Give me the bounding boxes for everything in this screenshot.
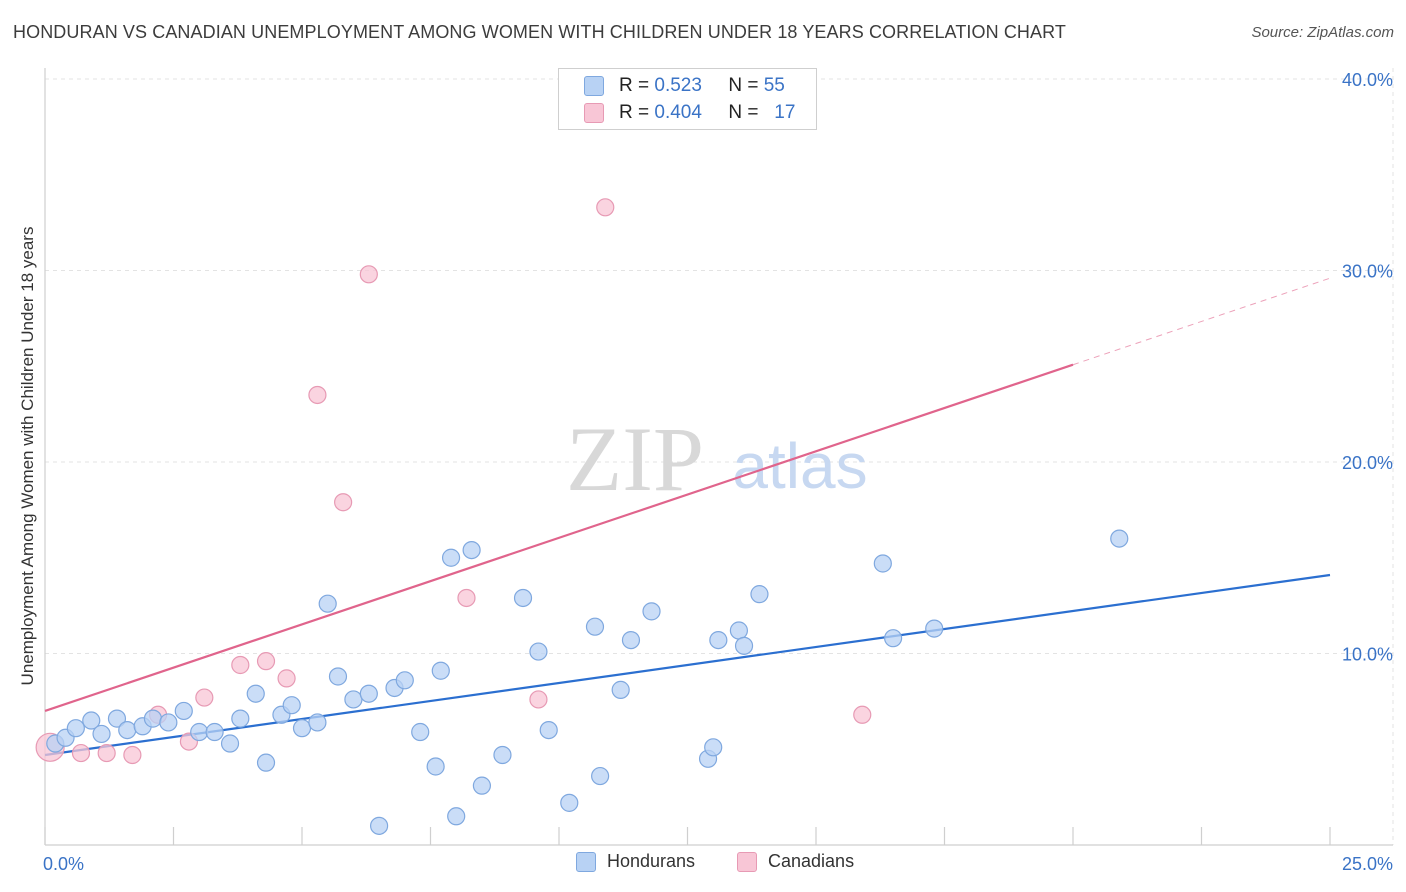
point-hondurans [282,696,301,715]
source-label: Source: ZipAtlas.com [1251,24,1394,41]
point-hondurans [246,684,265,703]
legend-n-value-hondurans: 55 [763,75,785,96]
stats-legend: R = 0.523 N = 55 R = 0.404 N = 17 [558,68,817,130]
y-tick-label-40: 40.0% [1342,70,1393,90]
axes [44,68,1393,846]
point-hondurans [231,709,250,728]
point-canadians [195,688,214,707]
x-tick-label-min: 0.0% [43,854,84,874]
point-hondurans [1110,529,1129,548]
point-hondurans [709,630,728,650]
point-hondurans [734,636,754,655]
legend-label-canadians: Canadians [768,851,855,871]
legend-n-label: N = [728,102,759,123]
y-tick-label-10: 10.0% [1342,645,1393,665]
x-tick-label-max: 25.0% [1342,854,1393,874]
point-canadians [123,745,142,765]
point-hondurans [729,621,749,640]
trend-line-hondurans [44,573,1331,757]
chart-title: HONDURAN VS CANADIAN UNEMPLOYMENT AMONG … [13,22,1066,42]
point-canadians [71,743,91,763]
point-canadians [596,198,615,217]
point-hondurans [92,724,111,744]
point-hondurans [318,594,337,613]
legend-r-label: R = [619,102,650,123]
legend-r-label: R = [619,75,650,96]
point-hondurans [925,619,944,638]
point-hondurans [704,738,723,757]
point-canadians [359,265,378,284]
point-hondurans [447,807,466,826]
point-hondurans [256,753,276,772]
point-canadians [457,588,476,608]
point-hondurans [395,671,414,690]
point-hondurans [190,722,209,742]
point-hondurans [642,602,661,621]
point-hondurans [750,585,769,604]
point-hondurans [539,720,558,740]
point-hondurans [220,734,240,753]
legend-r-value-canadians: 0.404 [654,102,702,123]
point-hondurans [328,667,348,686]
point-canadians [256,652,276,671]
point-hondurans [118,720,137,740]
point-hondurans [873,554,892,573]
point-hondurans [621,630,641,650]
point-hondurans [441,548,461,567]
trend-line-canadians [44,363,1074,712]
point-canadians [277,669,296,688]
gridlines [45,68,1394,845]
point-hondurans [82,711,101,730]
legend-swatch-canadians [584,103,604,123]
point-canadians [853,705,872,724]
point-hondurans [159,713,178,732]
legend-swatch-hondurans [584,76,604,96]
point-hondurans [344,690,363,709]
y-tick-label-30: 30.0% [1342,262,1393,282]
point-hondurans [493,745,512,765]
point-hondurans [370,816,389,835]
point-hondurans [174,701,193,721]
point-hondurans [66,719,85,738]
watermark: ZIP atlas [566,408,868,510]
point-canadians [308,385,327,405]
watermark-zip: ZIP [566,408,704,510]
data-points [35,198,1129,835]
legend-item-canadians[interactable]: Canadians [737,851,854,872]
point-hondurans [883,629,903,648]
point-canadians [334,493,353,512]
point-hondurans [529,642,548,661]
point-hondurans [359,684,378,703]
point-hondurans [513,588,533,608]
point-hondurans [143,709,163,728]
point-hondurans [292,719,312,738]
point-hondurans [205,722,224,742]
point-hondurans [560,793,579,812]
point-hondurans [411,722,430,742]
tick-labels: 10.0% 20.0% 30.0% 40.0% 0.0% 25.0% [43,70,1393,874]
point-canadians [231,655,250,675]
point-hondurans [107,709,127,728]
trend-lines [44,277,1331,757]
point-canadians [97,743,116,763]
point-hondurans [585,617,605,636]
point-hondurans [426,757,445,776]
y-tick-label-20: 20.0% [1342,453,1393,473]
legend-n-label: N = [728,75,759,96]
point-canadians [529,690,548,709]
trend-line-extension-canadians [1072,277,1331,366]
legend-swatch-hondurans [576,851,596,872]
point-hondurans [308,713,327,732]
legend-n-value-canadians: 17 [774,102,796,123]
legend-item-hondurans[interactable]: Hondurans [576,851,695,872]
point-hondurans [431,661,450,680]
point-hondurans [611,680,630,699]
point-hondurans [472,776,491,795]
legend-swatch-canadians [737,851,757,872]
point-hondurans [591,766,610,786]
legend-label-hondurans: Hondurans [607,851,696,871]
point-hondurans [462,540,481,560]
legend-r-value-hondurans: 0.523 [654,75,702,96]
